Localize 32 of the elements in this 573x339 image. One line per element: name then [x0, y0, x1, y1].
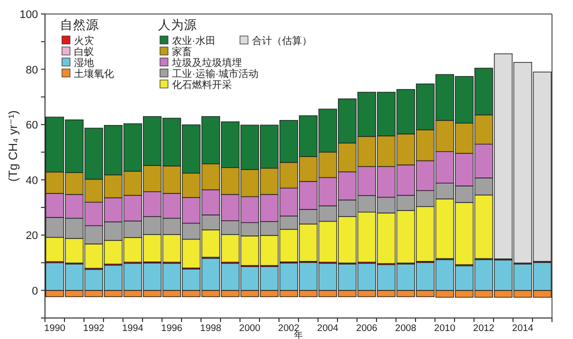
y-tick-label: 40	[26, 174, 38, 187]
y-tick-label: 100	[20, 9, 38, 21]
y-tick-label: 20	[26, 230, 38, 242]
x-tick-label: 1996	[161, 323, 182, 334]
x-axis-title: 年	[294, 330, 303, 339]
x-tick-label: 2012	[473, 323, 494, 334]
y-tick-label: 80	[26, 64, 38, 76]
x-tick-label: 2010	[434, 323, 456, 334]
legend-label: 火灾	[74, 35, 94, 47]
legend-label: 湿地	[74, 57, 94, 69]
x-tick-label: 2004	[317, 323, 338, 334]
legend-label: 化石燃料开采	[172, 79, 232, 91]
legend-label: 垃圾及垃圾填埋	[171, 57, 242, 69]
x-tick-label: 1998	[200, 323, 222, 334]
x-tick-label: 1990	[44, 323, 66, 334]
x-tick-label: 1992	[83, 323, 104, 334]
legend-label: 合计（估算）	[252, 35, 312, 47]
x-tick-label: 1994	[122, 323, 144, 334]
legend-label: 农业·水田	[172, 35, 216, 47]
legend-label: 工业·运输·城市活动	[172, 68, 259, 80]
y-axis-title: (Tg CH₄ yr⁻¹)	[6, 110, 20, 182]
legend-label: 白蚁	[74, 46, 94, 58]
x-tick-label: 2006	[356, 323, 378, 334]
annotation: 自然源	[60, 18, 99, 32]
y-tick-label: 0	[32, 285, 38, 298]
legend-label: 土壤氧化	[74, 68, 114, 80]
x-tick-label: 2008	[395, 323, 416, 334]
x-tick-label: 2000	[239, 323, 260, 334]
legend-label: 家畜	[172, 46, 192, 58]
annotation: 人为源	[158, 18, 197, 32]
y-tick-label: 60	[26, 120, 38, 132]
x-tick-label: 2014	[512, 323, 534, 334]
